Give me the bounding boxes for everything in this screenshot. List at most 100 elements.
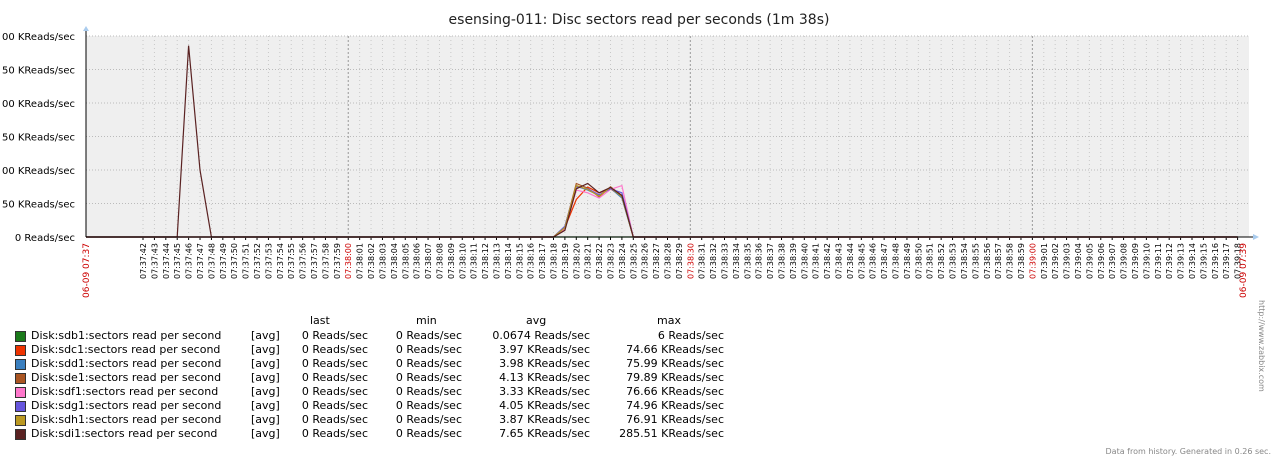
x-tick-label: 07:38:02 [367, 243, 376, 279]
x-tick-label: 07:38:13 [492, 243, 501, 279]
x-tick-label: 07:39:14 [1188, 243, 1197, 279]
x-tick-label: 07:38:25 [629, 243, 638, 279]
x-tick-label: 07:39:06 [1097, 243, 1106, 279]
legend-series-name: Disk:sdd1:sectors read per second [31, 357, 222, 370]
legend-func: [avg] [251, 427, 280, 440]
x-tick-label: 07:37:49 [219, 243, 228, 279]
x-tick-label: 07:38:57 [994, 243, 1003, 279]
legend-avg: 3.33 KReads/sec [499, 385, 590, 398]
x-tick-label: 07:37:56 [299, 243, 308, 279]
legend-max: 76.91 KReads/sec [626, 413, 724, 426]
x-tick-label: 07:38:53 [949, 243, 958, 279]
x-tick-label: 07:38:54 [960, 243, 969, 279]
y-tick-label: 00 KReads/sec [2, 99, 75, 110]
legend-avg: 4.05 KReads/sec [499, 399, 590, 412]
legend-min: 0 Reads/sec [395, 371, 462, 384]
generation-footer: Data from history. Generated in 0.26 sec… [1105, 447, 1271, 456]
x-tick-label: 07:38:31 [698, 243, 707, 279]
x-tick-label: 07:38:46 [869, 243, 878, 279]
x-tick-label: 07:38:39 [789, 243, 798, 279]
legend-func: [avg] [251, 385, 280, 398]
legend-swatch [15, 373, 26, 384]
x-tick-label: 07:38:12 [481, 243, 490, 279]
x-tick-label: 07:38:47 [880, 243, 889, 279]
x-tick-label: 07:39:05 [1085, 243, 1094, 279]
legend-max: 76.66 KReads/sec [626, 385, 724, 398]
legend-last: 0 Reads/sec [301, 343, 368, 356]
x-tick-label: 07:37:50 [230, 243, 239, 279]
x-tick-label: 07:37:43 [150, 243, 159, 279]
x-tick-label: 07:37:51 [242, 243, 251, 279]
x-tick-label: 07:39:01 [1040, 243, 1049, 279]
x-tick-label: 07:39:00 [1028, 243, 1037, 279]
legend-header-avg: avg [526, 314, 547, 327]
x-tick-label: 07:38:48 [892, 243, 901, 279]
x-tick-label: 07:39:07 [1108, 243, 1117, 279]
legend-last: 0 Reads/sec [301, 427, 368, 440]
x-tick-label: 07:38:15 [515, 243, 524, 279]
y-tick-label: 00 KReads/sec [2, 166, 75, 177]
x-tick-label: 07:38:04 [390, 243, 399, 279]
x-tick-label: 07:38:26 [641, 243, 650, 279]
legend-func: [avg] [251, 329, 280, 342]
x-tick-label: 07:38:35 [743, 243, 752, 279]
x-tick-label: 07:38:55 [971, 243, 980, 279]
y-tick-label: 50 KReads/sec [2, 200, 75, 211]
legend-avg: 7.65 KReads/sec [499, 427, 590, 440]
legend-last: 0 Reads/sec [301, 399, 368, 412]
x-tick-label: 07:38:56 [983, 243, 992, 279]
x-tick-label: 07:38:30 [686, 243, 695, 279]
x-tick-label: 07:38:42 [823, 243, 832, 279]
legend-last: 0 Reads/sec [301, 357, 368, 370]
x-tick-label: 07:37:45 [173, 243, 182, 279]
x-tick-label: 07:38:50 [914, 243, 923, 279]
x-tick-label: 07:37:53 [264, 243, 273, 279]
legend-last: 0 Reads/sec [301, 413, 368, 426]
x-tick-label: 07:38:17 [538, 243, 547, 279]
x-tick-label: 07:38:29 [675, 243, 684, 279]
zabbix-watermark[interactable]: http://www.zabbix.com [1257, 300, 1266, 392]
x-tick-label: 07:37:52 [253, 243, 262, 279]
x-tick-label: 07:38:16 [527, 243, 536, 279]
legend-series-name: Disk:sdb1:sectors read per second [31, 329, 222, 342]
y-axis-arrow [83, 26, 89, 31]
x-tick-label: 07:38:22 [595, 243, 604, 279]
x-tick-label: 07:38:51 [926, 243, 935, 279]
x-tick-label: 07:38:19 [561, 243, 570, 279]
x-tick-label: 07:38:21 [584, 243, 593, 279]
x-tick-label: 07:39:10 [1142, 243, 1151, 279]
legend-swatch [15, 387, 26, 398]
legend-min: 0 Reads/sec [395, 399, 462, 412]
x-axis-arrow [1253, 234, 1259, 240]
x-tick-label: 07:39:11 [1154, 243, 1163, 279]
legend-max: 79.89 KReads/sec [626, 371, 724, 384]
legend-last: 0 Reads/sec [301, 329, 368, 342]
x-tick-label: 07:38:36 [755, 243, 764, 279]
x-tick-label: 07:38:01 [356, 243, 365, 279]
x-tick-label: 07:38:59 [1017, 243, 1026, 279]
x-tick-label: 07:38:06 [413, 243, 422, 279]
x-tick-label: 07:37:54 [276, 243, 285, 279]
x-tick-label: 07:38:34 [732, 243, 741, 279]
legend-series-name: Disk:sdf1:sectors read per second [31, 385, 219, 398]
x-tick-label: 07:38:40 [800, 243, 809, 279]
x-tick-label: 07:39:16 [1211, 243, 1220, 279]
x-tick-label: 07:38:49 [903, 243, 912, 279]
x-tick-label: 07:38:20 [572, 243, 581, 279]
legend-avg: 3.98 KReads/sec [499, 357, 590, 370]
x-tick-label: 07:38:18 [549, 243, 558, 279]
legend-series-name: Disk:sdc1:sectors read per second [31, 343, 221, 356]
legend-series-name: Disk:sdg1:sectors read per second [31, 399, 222, 412]
legend-header-last: last [310, 314, 330, 327]
y-tick-label: 0 Reads/sec [15, 233, 75, 244]
x-tick-label: 07:38:38 [778, 243, 787, 279]
x-edge-label: 06-09 07:37 [82, 243, 92, 298]
legend-swatch [15, 359, 26, 370]
legend-min: 0 Reads/sec [395, 413, 462, 426]
x-tick-label: 07:37:46 [185, 243, 194, 279]
x-tick-label: 07:38:41 [812, 243, 821, 279]
x-tick-label: 07:38:00 [344, 243, 353, 279]
legend-max: 6 Reads/sec [657, 329, 724, 342]
x-edge-label: 06-09 07:39 [1239, 243, 1249, 298]
legend-last: 0 Reads/sec [301, 385, 368, 398]
